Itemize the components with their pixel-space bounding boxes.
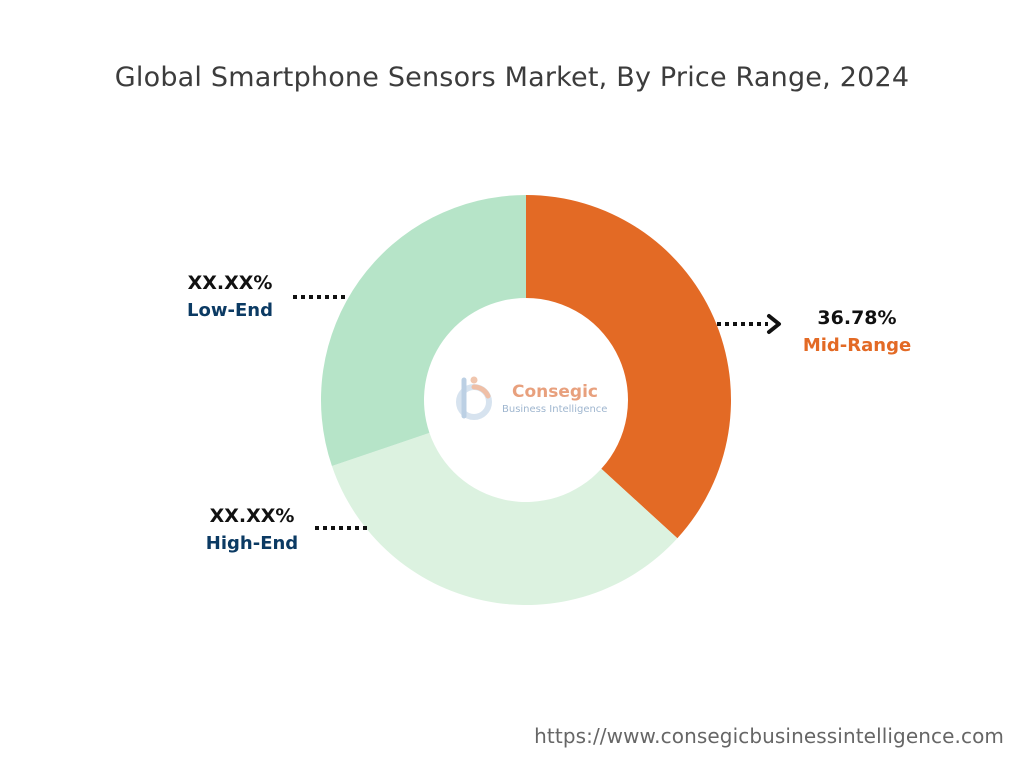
donut-slice-high-end: [331, 432, 678, 605]
slice-name-low-end: Low-End: [187, 300, 273, 321]
logo-mark-icon: [456, 376, 492, 420]
slice-name-mid-range: Mid-Range: [802, 335, 912, 356]
donut-slice-mid-range: [526, 195, 732, 539]
logo-name: Consegic: [512, 382, 598, 402]
slice-value-low-end: XX.XX%: [187, 272, 273, 294]
chart-title: Global Smartphone Sensors Market, By Pri…: [114, 62, 910, 93]
slice-value-mid-range: 36.78%: [817, 307, 897, 329]
slice-value-high-end: XX.XX%: [209, 505, 295, 527]
source-url[interactable]: https://www.consegicbusinessintelligence…: [534, 724, 1004, 748]
data-label-mid-range: 36.78% Mid-Range: [800, 305, 914, 359]
data-label-low-end: XX.XX% Low-End: [176, 270, 284, 324]
logo-tagline: Business Intelligence: [502, 404, 608, 415]
consegic-logo: Consegic Business Intelligence: [450, 372, 620, 428]
donut-slices: [320, 195, 732, 605]
donut-slice-low-end: [320, 195, 526, 467]
leader-arrow-mid-range: [767, 314, 781, 334]
data-label-high-end: XX.XX% High-End: [196, 503, 308, 557]
slice-name-high-end: High-End: [205, 533, 299, 554]
